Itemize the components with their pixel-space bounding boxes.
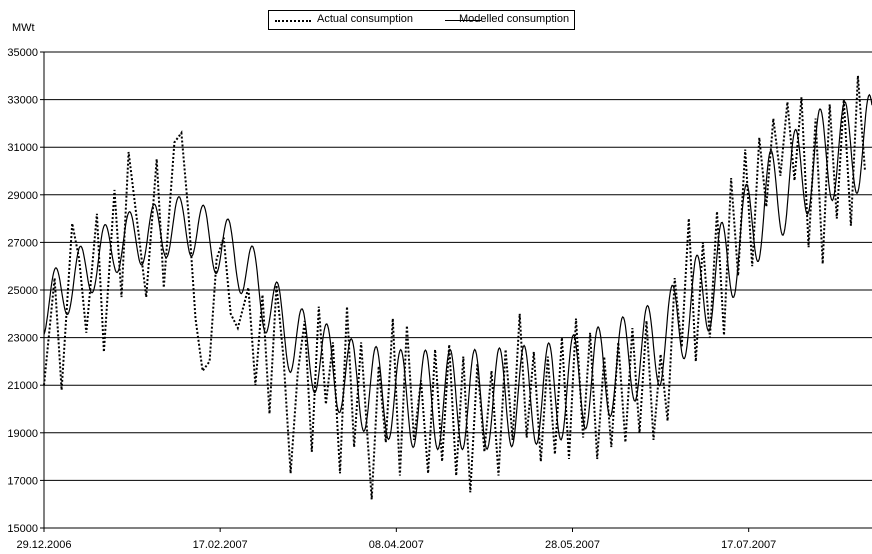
x-tick-label: 29.12.2006 [16, 539, 71, 551]
series-modelled-line [43, 93, 872, 451]
x-tick-label: 08.04.2007 [369, 539, 424, 551]
y-tick-label: 29000 [7, 190, 38, 202]
legend: Actual consumption Modelled consumption [268, 10, 575, 30]
y-tick-label: 25000 [7, 285, 38, 297]
y-tick-label: 19000 [7, 428, 38, 440]
x-tick-label: 28.05.2007 [545, 539, 600, 551]
x-tick-label: 17.02.2007 [193, 539, 248, 551]
y-tick-label: 17000 [7, 475, 38, 487]
y-tick-label: 31000 [7, 142, 38, 154]
x-tick-labels: 29.12.2006 17.02.2007 08.04.2007 28.05.2007… [16, 528, 776, 551]
y-tick-labels: 15000 17000 19000 21000 23000 25000 27000 29000… [7, 47, 44, 535]
grid-lines [44, 51, 872, 529]
series-lines [43, 75, 872, 500]
legend-actual-label: Actual consumption [317, 13, 413, 25]
y-tick-label: 15000 [7, 523, 38, 535]
y-tick-label: 23000 [7, 333, 38, 345]
legend-modelled-label: Modelled consumption [459, 13, 570, 25]
y-tick-label: 21000 [7, 380, 38, 392]
x-tick-label: 17.07.2007 [721, 539, 776, 551]
y-tick-label: 33000 [7, 95, 38, 107]
y-tick-label: 27000 [7, 237, 38, 249]
series-actual-line [43, 75, 866, 500]
y-axis-label: MWt [12, 22, 35, 34]
legend-modelled-swatch [445, 20, 481, 21]
legend-actual-swatch [275, 20, 311, 22]
y-tick-label: 35000 [7, 47, 38, 59]
